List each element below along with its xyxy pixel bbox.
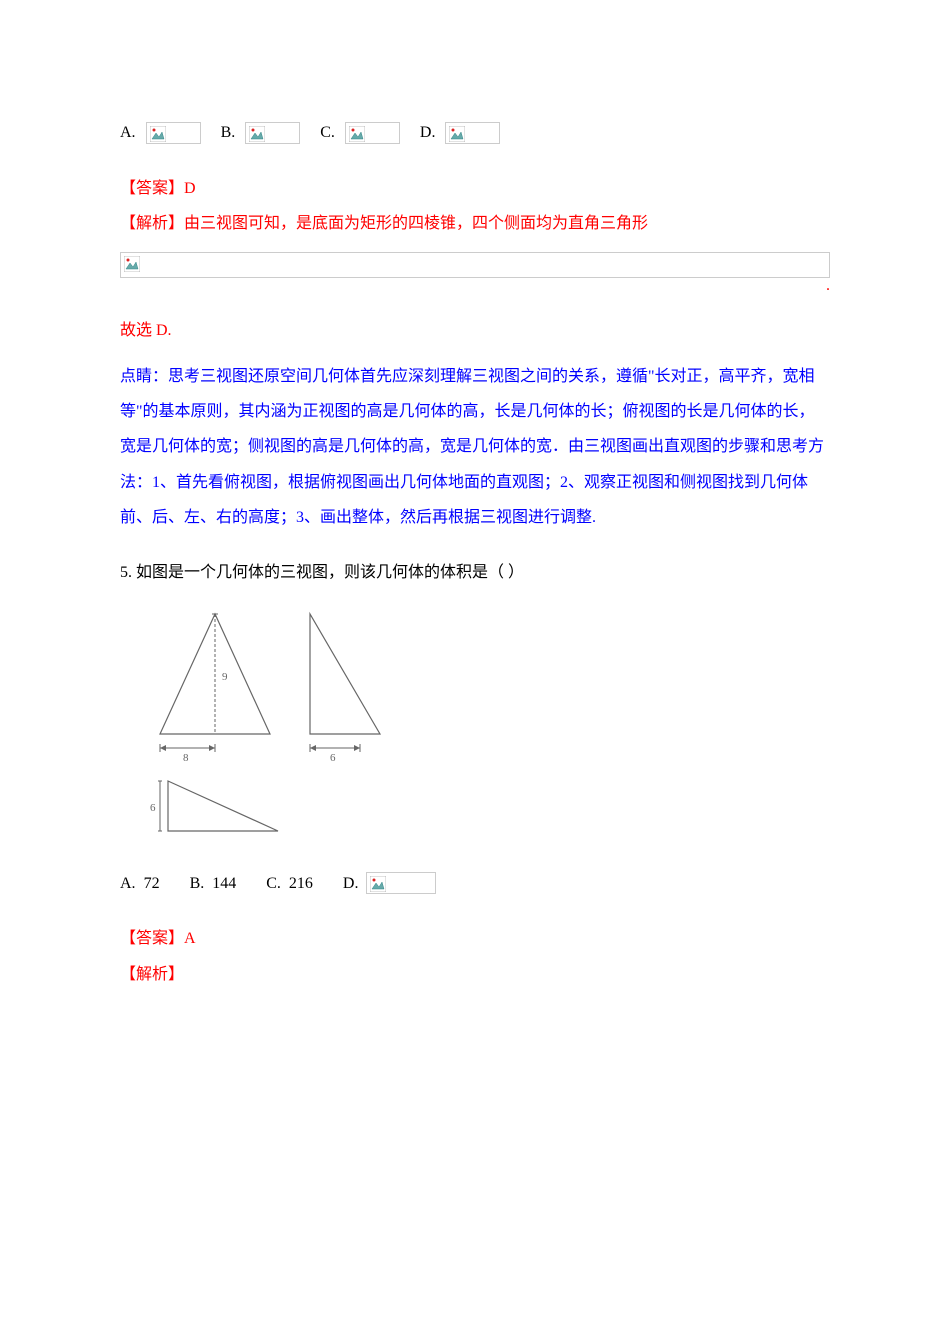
q5-option-a: A. 72 [120, 871, 160, 897]
q5-analysis-label: 【解析】 [120, 966, 184, 983]
side-view-diagram: 6 [300, 606, 390, 761]
broken-image-icon [249, 126, 265, 142]
broken-image-icon [124, 256, 140, 272]
front-view-diagram: 9 8 [150, 606, 280, 761]
q5-option-d-label: D. [343, 871, 359, 897]
svg-text:8: 8 [183, 752, 189, 761]
q5-answer: 【答案】A [120, 926, 830, 952]
option-b: B. [221, 120, 301, 146]
q5-question: 5. 如图是一个几何体的三视图，则该几何体的体积是（ ） [120, 560, 830, 586]
option-a-image [146, 122, 201, 144]
q5-answer-value: A [184, 930, 196, 947]
option-d-image [445, 122, 500, 144]
q5-analysis: 【解析】 [120, 962, 830, 988]
option-c-label: C. [320, 120, 335, 146]
option-b-label: B. [221, 120, 236, 146]
q5-option-d-image [366, 872, 436, 894]
q5-option-b: B. 144 [190, 871, 237, 897]
q5-diagram-area: 9 8 6 6 [150, 606, 830, 841]
option-a: A. [120, 120, 201, 146]
q5-option-a-value: 72 [144, 875, 160, 892]
q5-option-c-label: C. [266, 875, 281, 892]
q5-option-b-value: 144 [212, 875, 236, 892]
option-d: D. [420, 120, 501, 146]
top-view-diagram: 6 [150, 776, 290, 841]
svg-text:6: 6 [150, 802, 156, 814]
q5-option-d: D. [343, 871, 437, 897]
q4-options-row: A. B. C. D. [120, 120, 830, 146]
option-c: C. [320, 120, 400, 146]
q5-option-c-value: 216 [289, 875, 313, 892]
q5-options-row: A. 72 B. 144 C. 216 D. [120, 871, 830, 897]
q5-option-c: C. 216 [266, 871, 313, 897]
option-a-label: A. [120, 120, 136, 146]
option-d-label: D. [420, 120, 436, 146]
svg-text:6: 6 [330, 752, 336, 761]
analysis-label: 【解析】 [120, 215, 184, 232]
option-b-image [245, 122, 300, 144]
q5-answer-label: 【答案】 [120, 930, 184, 947]
option-c-image [345, 122, 400, 144]
q4-explanation: 点睛：思考三视图还原空间几何体首先应深刻理解三视图之间的关系，遵循"长对正，高平… [120, 359, 830, 535]
diagram-row-1: 9 8 6 [150, 606, 830, 761]
broken-image-icon [150, 126, 166, 142]
broken-image-icon [449, 126, 465, 142]
diagram-row-2: 6 [150, 776, 830, 841]
q4-wide-image [120, 252, 830, 278]
broken-image-icon [370, 876, 386, 892]
svg-text:9: 9 [222, 671, 228, 683]
analysis-text: 由三视图可知，是底面为矩形的四棱锥，四个侧面均为直角三角形 [184, 215, 648, 232]
answer-label: 【答案】 [120, 180, 184, 197]
q4-analysis: 【解析】由三视图可知，是底面为矩形的四棱锥，四个侧面均为直角三角形 [120, 211, 830, 237]
q4-answer: 【答案】D [120, 176, 830, 202]
q5-option-b-label: B. [190, 875, 205, 892]
q4-conclusion: 故选 D. [120, 318, 830, 344]
q5-option-a-label: A. [120, 875, 136, 892]
answer-value: D [184, 180, 196, 197]
broken-image-icon [349, 126, 365, 142]
